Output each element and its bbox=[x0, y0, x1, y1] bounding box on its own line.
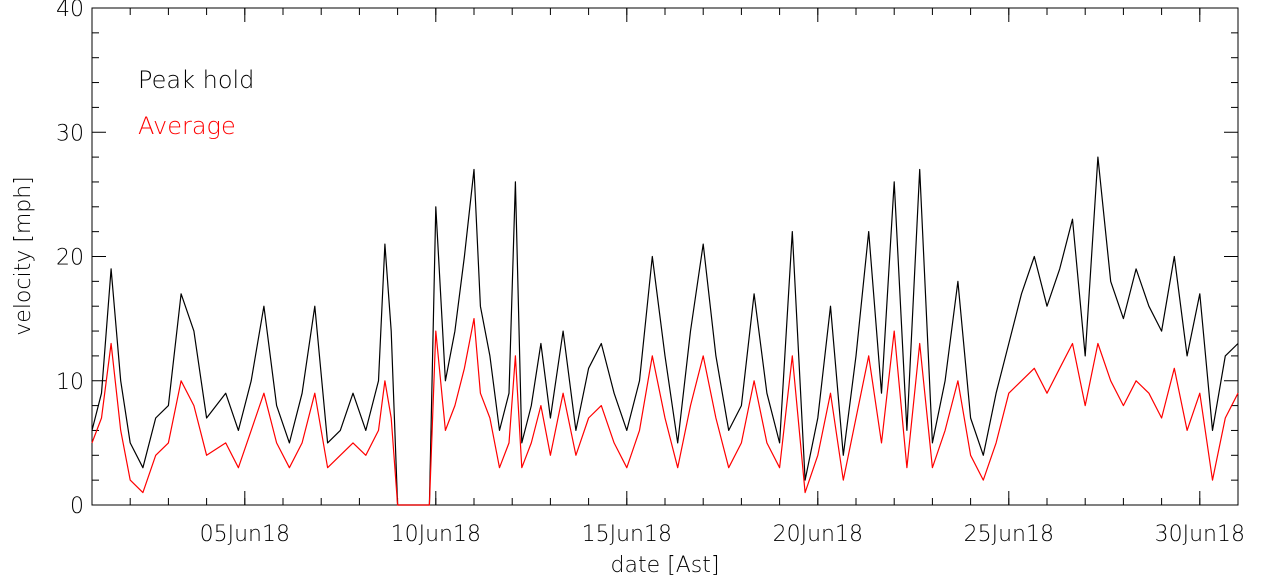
y-tick-label: 10 bbox=[56, 370, 84, 395]
x-axis: 05Jun18 10Jun18 15Jun18 20Jun18 25Jun18 30Jun… bbox=[129, 8, 1245, 547]
legend-label-peak-hold: Peak hold bbox=[138, 66, 254, 94]
x-tick-label: 30Jun18 bbox=[1155, 522, 1245, 547]
y-tick-label: 20 bbox=[56, 246, 84, 271]
legend-label-average: Average bbox=[138, 112, 236, 140]
y-tick-label: 0 bbox=[70, 494, 84, 519]
y-tick-label: 30 bbox=[56, 121, 84, 146]
x-tick-label: 15Jun18 bbox=[582, 522, 672, 547]
series-line-peak-hold bbox=[91, 156, 1239, 506]
x-axis-label: date [Ast] bbox=[611, 553, 720, 578]
y-axis: 0 10 20 30 40 bbox=[56, 0, 1238, 519]
y-tick-label: 40 bbox=[56, 0, 84, 22]
series-line-average bbox=[91, 318, 1239, 506]
x-tick-label: 25Jun18 bbox=[964, 522, 1054, 547]
plot-frame bbox=[91, 7, 1239, 506]
y-axis-label: velocity [mph] bbox=[11, 176, 36, 335]
x-tick-label: 10Jun18 bbox=[391, 522, 481, 547]
plot-area bbox=[91, 156, 1239, 506]
x-tick-label: 05Jun18 bbox=[200, 522, 290, 547]
x-tick-label: 20Jun18 bbox=[773, 522, 863, 547]
